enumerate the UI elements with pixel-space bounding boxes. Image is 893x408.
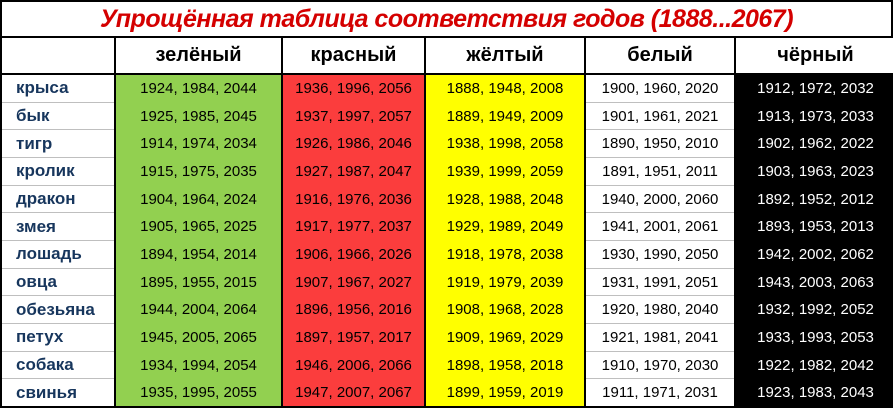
table-row: змея 1905, 1965, 2025 1917, 1977, 2037 1929… (2, 212, 893, 241)
table-row: лошадь 1894, 1954, 2014 1906, 1966, 2026 19… (2, 240, 893, 269)
years-cell-yellow: 1888, 1948, 2008 (424, 74, 585, 103)
years-cell-yellow: 1928, 1988, 2048 (424, 185, 585, 213)
table-row: петух 1945, 2005, 2065 1897, 1957, 2017 190… (2, 323, 893, 352)
years-cell-green: 1904, 1964, 2024 (114, 185, 282, 213)
years-cell-red: 1946, 2006, 2066 (281, 351, 425, 379)
table-row: обезьяна 1944, 2004, 2064 1896, 1956, 2016… (2, 295, 893, 324)
table-row: бык 1925, 1985, 2045 1937, 1997, 2057 1889,… (2, 101, 893, 130)
years-cell-black: 1903, 1963, 2023 (734, 157, 893, 186)
years-cell-yellow: 1889, 1949, 2009 (424, 102, 585, 130)
animal-label: дракон (2, 184, 115, 213)
years-cell-yellow: 1918, 1978, 2038 (424, 240, 585, 269)
years-cell-green: 1924, 1984, 2044 (114, 74, 282, 103)
years-cell-white: 1930, 1990, 2050 (584, 240, 735, 269)
years-cell-black: 1893, 1953, 2013 (734, 212, 893, 241)
years-cell-green: 1945, 2005, 2065 (114, 323, 282, 352)
years-cell-yellow: 1898, 1958, 2018 (424, 351, 585, 379)
table-row: дракон 1904, 1964, 2024 1916, 1976, 2036 19… (2, 184, 893, 213)
years-cell-red: 1907, 1967, 2027 (281, 268, 425, 296)
col-header-black: чёрный (734, 38, 893, 75)
table-row: кролик 1915, 1975, 2035 1927, 1987, 2047 19… (2, 157, 893, 186)
years-cell-black: 1943, 2003, 2063 (734, 268, 893, 296)
years-cell-green: 1915, 1975, 2035 (114, 157, 282, 186)
years-cell-green: 1895, 1955, 2015 (114, 268, 282, 296)
animal-label: тигр (2, 129, 115, 158)
years-cell-black: 1933, 1993, 2053 (734, 323, 893, 352)
table-row: свинья 1935, 1995, 2055 1947, 2007, 2067 18… (2, 378, 893, 406)
years-cell-black: 1912, 1972, 2032 (734, 74, 893, 103)
corner-cell (2, 38, 115, 75)
years-cell-black: 1923, 1983, 2043 (734, 378, 893, 406)
years-cell-black: 1902, 1962, 2022 (734, 129, 893, 158)
years-cell-white: 1920, 1980, 2040 (584, 295, 735, 324)
col-header-yellow: жёлтый (424, 38, 585, 75)
years-cell-red: 1936, 1996, 2056 (281, 74, 425, 103)
years-cell-red: 1897, 1957, 2017 (281, 323, 425, 352)
years-cell-white: 1921, 1981, 2041 (584, 323, 735, 352)
years-cell-yellow: 1899, 1959, 2019 (424, 378, 585, 406)
years-cell-white: 1911, 1971, 2031 (584, 378, 735, 406)
years-cell-black: 1932, 1992, 2052 (734, 295, 893, 324)
animal-label: петух (2, 323, 115, 352)
years-cell-red: 1896, 1956, 2016 (281, 295, 425, 324)
years-cell-yellow: 1919, 1979, 2039 (424, 268, 585, 296)
years-cell-red: 1947, 2007, 2067 (281, 378, 425, 406)
years-cell-white: 1931, 1991, 2051 (584, 267, 735, 296)
years-cell-red: 1937, 1997, 2057 (281, 102, 425, 130)
years-cell-black: 1922, 1982, 2042 (734, 351, 893, 379)
animal-label: свинья (2, 378, 115, 406)
years-cell-green: 1914, 1974, 2034 (114, 129, 282, 158)
table-row: овца 1895, 1955, 2015 1907, 1967, 2027 1919… (2, 267, 893, 296)
table-row: собака 1934, 1994, 2054 1946, 2006, 2066 18… (2, 350, 893, 379)
years-cell-yellow: 1929, 1989, 2049 (424, 212, 585, 241)
animal-label: лошадь (2, 240, 115, 269)
col-header-red: красный (281, 38, 425, 75)
years-cell-red: 1916, 1976, 2036 (281, 185, 425, 213)
years-cell-white: 1890, 1950, 2010 (584, 129, 735, 158)
years-cell-red: 1927, 1987, 2047 (281, 157, 425, 186)
animal-label: крыса (2, 74, 115, 103)
animal-label: бык (2, 101, 115, 130)
years-cell-white: 1910, 1970, 2030 (584, 350, 735, 379)
years-cell-green: 1944, 2004, 2064 (114, 295, 282, 324)
years-cell-red: 1917, 1977, 2037 (281, 212, 425, 241)
animal-label: обезьяна (2, 295, 115, 324)
years-cell-green: 1925, 1985, 2045 (114, 102, 282, 130)
animal-label: кролик (2, 157, 115, 186)
years-cell-white: 1941, 2001, 2061 (584, 212, 735, 241)
years-cell-yellow: 1909, 1969, 2029 (424, 323, 585, 352)
years-cell-green: 1935, 1995, 2055 (114, 378, 282, 406)
header-row: зелёный красный жёлтый белый чёрный (2, 38, 893, 75)
animal-label: овца (2, 267, 115, 296)
years-cell-yellow: 1938, 1998, 2058 (424, 129, 585, 158)
animal-label: собака (2, 350, 115, 379)
years-cell-yellow: 1939, 1999, 2059 (424, 157, 585, 186)
years-cell-green: 1905, 1965, 2025 (114, 212, 282, 241)
years-table: зелёный красный жёлтый белый чёрный крыс… (2, 38, 893, 406)
table-row: тигр 1914, 1974, 2034 1926, 1986, 2046 1938… (2, 129, 893, 158)
years-cell-red: 1926, 1986, 2046 (281, 129, 425, 158)
years-cell-white: 1900, 1960, 2020 (584, 74, 735, 103)
years-cell-white: 1940, 2000, 2060 (584, 184, 735, 213)
years-cell-black: 1913, 1973, 2033 (734, 102, 893, 130)
table-body: крыса 1924, 1984, 2044 1936, 1996, 2056 188… (2, 74, 893, 406)
col-header-white: белый (584, 38, 735, 75)
animal-label: змея (2, 212, 115, 241)
years-cell-green: 1934, 1994, 2054 (114, 351, 282, 379)
page-title: Упрощённая таблица соответствия годов (1… (2, 2, 891, 38)
years-cell-black: 1892, 1952, 2012 (734, 185, 893, 213)
years-cell-yellow: 1908, 1968, 2028 (424, 295, 585, 324)
years-cell-black: 1942, 2002, 2062 (734, 240, 893, 269)
years-cell-white: 1891, 1951, 2011 (584, 157, 735, 186)
table-row: крыса 1924, 1984, 2044 1936, 1996, 2056 188… (2, 74, 893, 103)
col-header-green: зелёный (114, 38, 282, 75)
years-cell-red: 1906, 1966, 2026 (281, 240, 425, 269)
years-cell-white: 1901, 1961, 2021 (584, 101, 735, 130)
years-cell-green: 1894, 1954, 2014 (114, 240, 282, 269)
